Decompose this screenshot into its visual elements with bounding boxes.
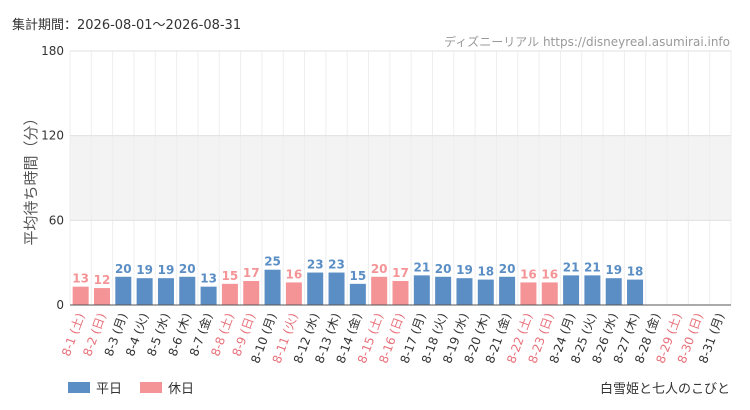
bar [413, 275, 430, 305]
bar [93, 288, 110, 305]
bar-value-label: 15 [222, 269, 239, 283]
bar-value-label: 23 [307, 258, 324, 272]
bar [285, 282, 302, 305]
bar-value-label: 16 [520, 267, 537, 281]
y-axis-title: 平均待ち時間（分） [22, 110, 40, 245]
bar [541, 282, 558, 305]
bar-value-label: 15 [350, 269, 367, 283]
bar-value-label: 20 [115, 262, 132, 276]
grid-band [70, 135, 731, 221]
bar-value-label: 21 [584, 260, 601, 274]
y-tick-label: 180 [41, 44, 64, 58]
bar [221, 283, 238, 305]
bar-value-label: 21 [563, 260, 580, 274]
y-tick-label: 0 [56, 298, 64, 312]
bar [477, 279, 494, 305]
y-tick-label: 60 [49, 213, 64, 227]
bar-value-label: 20 [179, 262, 196, 276]
bar-value-label: 12 [94, 273, 111, 287]
bar [157, 278, 174, 305]
period-text: 集計期間：2026-08-01～2026-08-31 [12, 18, 242, 33]
bar-value-label: 17 [392, 266, 409, 280]
bar-value-label: 23 [328, 258, 345, 272]
legend-swatch-holiday [140, 382, 163, 393]
bar-value-label: 20 [499, 262, 516, 276]
bar-value-label: 17 [243, 266, 260, 280]
bar-value-label: 16 [541, 267, 558, 281]
bar-value-label: 18 [627, 265, 644, 279]
bar-value-label: 19 [456, 263, 473, 277]
bar [499, 276, 516, 305]
bar [371, 276, 388, 305]
bar [392, 281, 409, 305]
bar [72, 286, 89, 305]
attraction-name: 白雪姫と七人のこびと [599, 382, 730, 397]
bar [605, 278, 622, 305]
bar [520, 282, 537, 305]
legend-swatch-weekday [68, 382, 90, 393]
bar-value-label: 13 [72, 272, 89, 286]
bar-value-label: 13 [200, 272, 217, 286]
bar-value-label: 19 [605, 263, 622, 277]
bar [264, 269, 281, 305]
bar-value-label: 20 [371, 262, 388, 276]
y-tick-label: 120 [41, 129, 64, 143]
legend: 平日 休日 [68, 378, 212, 397]
legend-item-weekday[interactable]: 平日 [68, 378, 122, 397]
bar-value-label: 19 [136, 263, 153, 277]
bar [179, 276, 196, 305]
bar-value-label: 18 [477, 265, 494, 279]
bar [243, 281, 260, 305]
legend-label-weekday: 平日 [96, 382, 123, 397]
bar [200, 286, 217, 305]
bar [136, 278, 153, 305]
bar [435, 276, 452, 305]
bar-value-label: 20 [435, 262, 452, 276]
bar-value-label: 21 [413, 260, 430, 274]
bar [115, 276, 132, 305]
bar [563, 275, 580, 305]
bar [456, 278, 473, 305]
bar [584, 275, 601, 305]
bar-value-label: 16 [286, 267, 303, 281]
source-credit: ディズニーリアル https://disneyreal.asumirai.inf… [444, 35, 730, 49]
bar [307, 272, 324, 305]
bar [328, 272, 345, 305]
bar [349, 283, 366, 305]
legend-item-holiday[interactable]: 休日 [140, 378, 194, 397]
legend-label-holiday: 休日 [168, 382, 195, 397]
bar-value-label: 25 [264, 255, 281, 269]
bar-value-label: 19 [158, 263, 175, 277]
bar [627, 279, 644, 305]
